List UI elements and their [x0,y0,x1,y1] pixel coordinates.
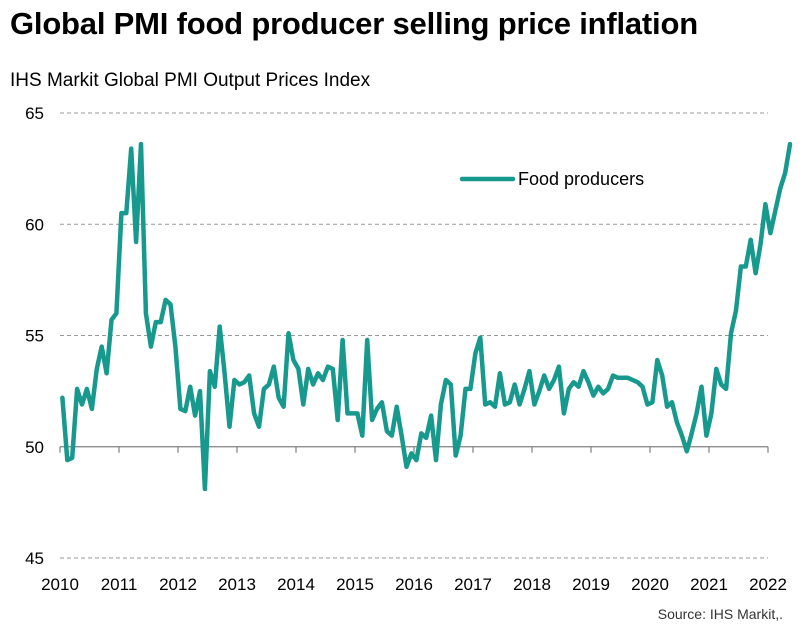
x-tick-label: 2012 [159,575,197,594]
source-note: Source: IHS Markit,. [657,606,783,622]
legend-label: Food producers [518,169,644,189]
x-tick-label: 2013 [218,575,256,594]
y-tick-label: 60 [25,215,44,234]
x-tick-label: 2015 [336,575,374,594]
chart-title: Global PMI food producer selling price i… [10,6,698,41]
y-tick-label: 45 [25,549,44,568]
gridlines [60,112,768,559]
y-tick-labels: 45 50 55 60 65 [25,104,44,568]
x-tick-label: 2020 [631,575,669,594]
series-lines [60,141,793,492]
y-tick-label: 50 [25,438,44,457]
x-tick-label: 2017 [454,575,492,594]
y-tick-label: 55 [25,327,44,346]
x-tick-label: 2010 [41,575,79,594]
y-tick-label: 65 [25,104,44,123]
x-tick-label: 2018 [513,575,551,594]
x-tick-label: 2011 [101,575,138,594]
x-tick-label: 2022 [749,575,787,594]
x-axis [59,446,769,453]
x-tick-label: 2016 [395,575,433,594]
x-tick-labels: 2010 2011 2012 2013 2014 2015 2016 2017 2018 2019… [41,575,787,594]
legend: Food producers [459,169,644,189]
y-axis-label: IHS Markit Global PMI Output Prices Inde… [10,70,371,91]
series-line-food-producers [60,141,793,492]
x-tick-label: 2021 [690,575,728,594]
x-tick-label: 2014 [277,575,315,594]
x-tick-label: 2019 [572,575,610,594]
